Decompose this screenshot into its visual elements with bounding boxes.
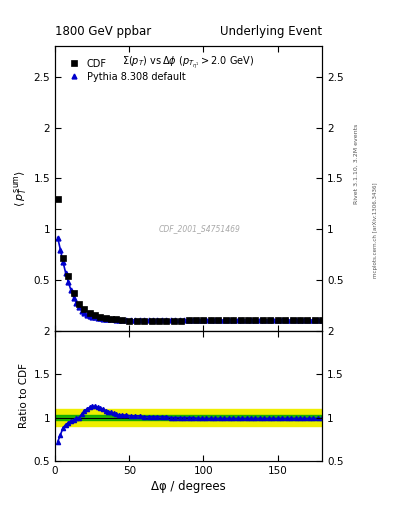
CDF <box>134 317 139 324</box>
Pythia 8.308 default <box>98 315 103 322</box>
CDF <box>164 317 169 324</box>
CDF <box>194 317 198 323</box>
Pythia 8.308 default <box>55 234 60 241</box>
CDF <box>119 317 124 323</box>
CDF <box>77 301 81 307</box>
CDF <box>238 317 243 323</box>
CDF <box>305 317 310 323</box>
CDF <box>290 317 295 323</box>
Pythia 8.308 default <box>186 317 191 323</box>
CDF <box>223 317 228 323</box>
CDF <box>231 317 235 323</box>
Pythia 8.308 default <box>129 317 133 323</box>
CDF <box>201 317 206 323</box>
CDF <box>275 317 280 323</box>
CDF <box>66 273 71 279</box>
CDF <box>246 317 250 323</box>
CDF <box>312 317 317 323</box>
Y-axis label: $\langle\, p_T^{\,\rm sum}\rangle$: $\langle\, p_T^{\,\rm sum}\rangle$ <box>12 170 29 207</box>
Text: Underlying Event: Underlying Event <box>220 26 322 38</box>
X-axis label: Δφ / degrees: Δφ / degrees <box>151 480 226 493</box>
Text: mcplots.cern.ch [arXiv:1306.3436]: mcplots.cern.ch [arXiv:1306.3436] <box>373 183 378 278</box>
CDF <box>109 316 114 322</box>
Line: CDF: CDF <box>55 196 325 324</box>
Pythia 8.308 default <box>280 317 285 323</box>
Pythia 8.308 default <box>79 308 84 314</box>
CDF <box>253 317 258 323</box>
CDF <box>186 317 191 323</box>
CDF <box>142 317 147 324</box>
CDF <box>82 306 87 312</box>
Line: Pythia 8.308 default: Pythia 8.308 default <box>55 235 325 323</box>
CDF <box>268 317 273 323</box>
CDF <box>114 316 119 323</box>
Y-axis label: Ratio to CDF: Ratio to CDF <box>19 364 29 429</box>
CDF <box>149 317 154 324</box>
CDF <box>93 312 97 318</box>
Pythia 8.308 default <box>112 316 116 323</box>
CDF <box>261 317 265 323</box>
CDF <box>98 314 103 320</box>
CDF <box>216 317 221 323</box>
Text: 1800 GeV ppbar: 1800 GeV ppbar <box>55 26 151 38</box>
CDF <box>209 317 213 323</box>
CDF <box>72 289 76 295</box>
Text: $\Sigma(p_T)\ \mathrm{vs}\,\Delta\phi\ (p_{T_{\eta^1}} > 2.0\ \mathrm{GeV})$: $\Sigma(p_T)\ \mathrm{vs}\,\Delta\phi\ (… <box>123 55 255 71</box>
CDF <box>55 196 60 202</box>
CDF <box>320 317 325 323</box>
CDF <box>179 317 184 324</box>
Legend: CDF, Pythia 8.308 default: CDF, Pythia 8.308 default <box>65 57 187 83</box>
CDF <box>127 317 132 324</box>
CDF <box>103 315 108 321</box>
Text: CDF_2001_S4751469: CDF_2001_S4751469 <box>158 224 240 233</box>
CDF <box>156 317 161 324</box>
CDF <box>298 317 302 323</box>
CDF <box>87 310 92 316</box>
CDF <box>61 255 65 261</box>
CDF <box>283 317 288 323</box>
CDF <box>171 317 176 324</box>
Text: Rivet 3.1.10, 3.2M events: Rivet 3.1.10, 3.2M events <box>354 124 359 204</box>
Pythia 8.308 default <box>275 317 280 323</box>
Pythia 8.308 default <box>320 317 325 323</box>
